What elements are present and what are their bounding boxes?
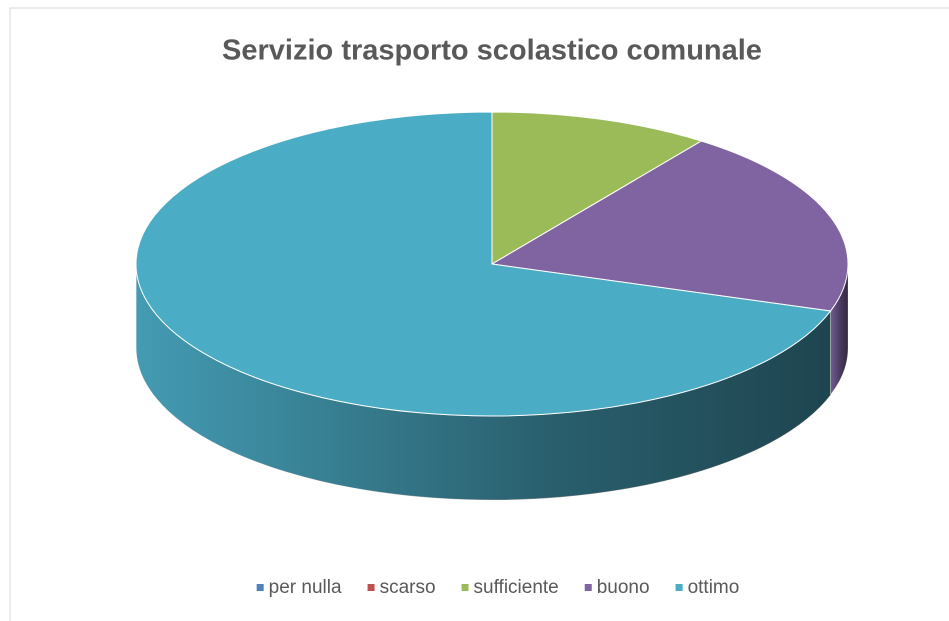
legend-label: per nulla [269, 577, 342, 598]
legend-label: buono [597, 577, 650, 598]
legend-swatch [461, 584, 469, 591]
slice-side-shade [830, 264, 848, 395]
slice [490, 140, 849, 312]
legend-label: ottimo [688, 577, 740, 598]
chart-title: Servizio trasporto scolastico comunale [222, 35, 762, 67]
legend-swatch [584, 584, 592, 591]
slice [491, 111, 703, 265]
slice [135, 111, 832, 417]
legend-swatch [256, 584, 264, 591]
legend-swatch [675, 584, 683, 591]
pie [135, 111, 849, 501]
legend-label: scarso [380, 577, 436, 598]
legend: per nulla scarso sufficiente buono ottimo [256, 577, 740, 598]
slice-side-shade [136, 264, 831, 501]
legend-label: sufficiente [474, 577, 559, 598]
legend-swatch [367, 584, 375, 591]
